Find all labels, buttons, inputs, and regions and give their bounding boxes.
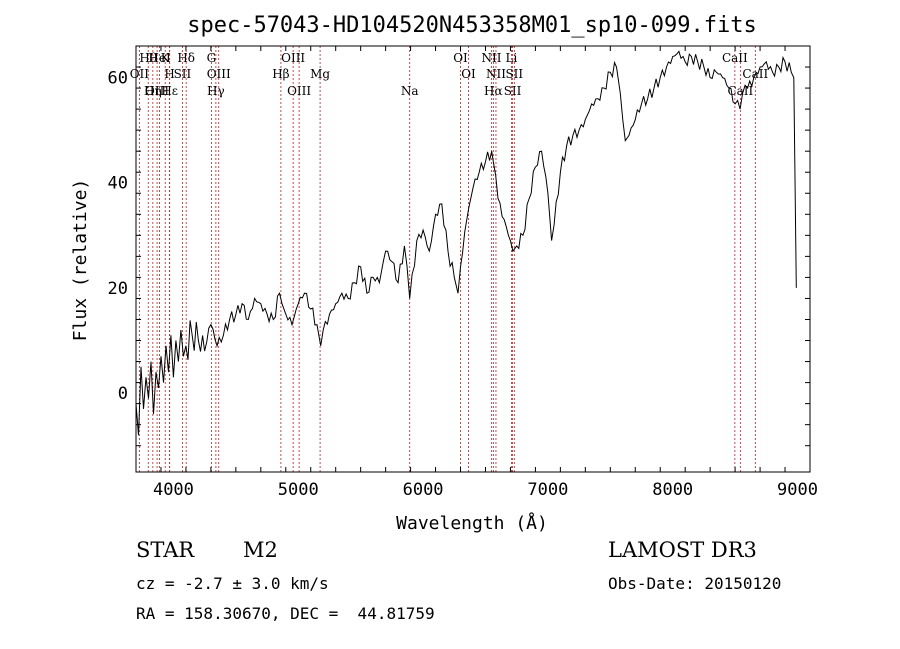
line-marker-label: CaII	[722, 51, 748, 65]
x-axis: 4000 5000 6000 7000 8000 9000	[135, 46, 818, 500]
line-marker-label: SII	[504, 84, 522, 98]
y-axis-label: Flux (relative)	[70, 179, 91, 342]
x-axis-label: Wavelength (Å)	[396, 512, 548, 534]
line-marker-label: Hγ	[207, 84, 225, 98]
line-marker-label: Na	[401, 84, 419, 98]
line-marker-label: Hη	[144, 84, 162, 98]
object-subclass: M2	[243, 538, 278, 562]
line-marker-label: OIII	[287, 84, 311, 98]
coordinates: RA = 158.30670, DEC = 44.81759	[136, 604, 435, 623]
survey-name: LAMOST DR3	[608, 538, 757, 562]
line-marker-label: OIII	[281, 51, 305, 65]
spectrum-series-line	[135, 50, 797, 436]
x-tick-label: 7000	[527, 480, 568, 500]
line-marker-label: Hβ	[272, 67, 289, 81]
line-marker-label: OIII	[145, 84, 169, 98]
redshift-velocity: cz = -2.7 ± 3.0 km/s	[136, 574, 329, 593]
line-marker-label: SII	[174, 67, 192, 81]
line-marker-label: OIII	[207, 67, 231, 81]
line-marker-label: Hα	[484, 84, 503, 98]
line-marker-label: NII	[481, 51, 501, 65]
object-class: STAR	[136, 538, 195, 562]
chart-title: spec-57043-HD104520N453358M01_sp10-099.f…	[187, 13, 757, 38]
emission-line-labels: HθOIIOIIIKHHεHeISIIHηHδOIIIHγGHβOIIIOIII…	[130, 51, 769, 98]
plot-frame	[135, 45, 811, 473]
line-marker-label: HeI	[148, 51, 171, 65]
line-marker-label: OI	[453, 51, 468, 65]
x-tick-label: 6000	[403, 480, 444, 500]
line-marker-label: Hθ	[139, 51, 157, 65]
line-marker-label: K	[161, 51, 171, 65]
line-marker-label: H	[164, 67, 174, 81]
y-tick-label: 20	[108, 279, 128, 299]
line-marker-label: NII	[486, 67, 506, 81]
observation-date: Obs-Date: 20150120	[608, 574, 782, 593]
line-marker-label: Li	[506, 51, 518, 65]
line-marker-label: Hδ	[177, 51, 195, 65]
line-marker-label: OII	[130, 67, 150, 81]
y-tick-label: 0	[118, 384, 128, 404]
x-tick-label: 5000	[278, 480, 319, 500]
x-tick-label: 9000	[777, 480, 818, 500]
line-marker-label: G	[207, 51, 217, 65]
line-marker-label: Hε	[161, 84, 178, 98]
line-marker-label: Mg	[310, 67, 330, 81]
x-tick-label: 4000	[153, 480, 194, 500]
line-marker-label: SII	[505, 67, 523, 81]
x-tick-label: 8000	[652, 480, 693, 500]
y-tick-label: 60	[108, 69, 128, 89]
line-marker-label: OI	[461, 67, 476, 81]
y-tick-label: 40	[108, 174, 128, 194]
y-axis: 0 20 40 60	[108, 66, 810, 447]
emission-line-markers	[138, 46, 756, 472]
